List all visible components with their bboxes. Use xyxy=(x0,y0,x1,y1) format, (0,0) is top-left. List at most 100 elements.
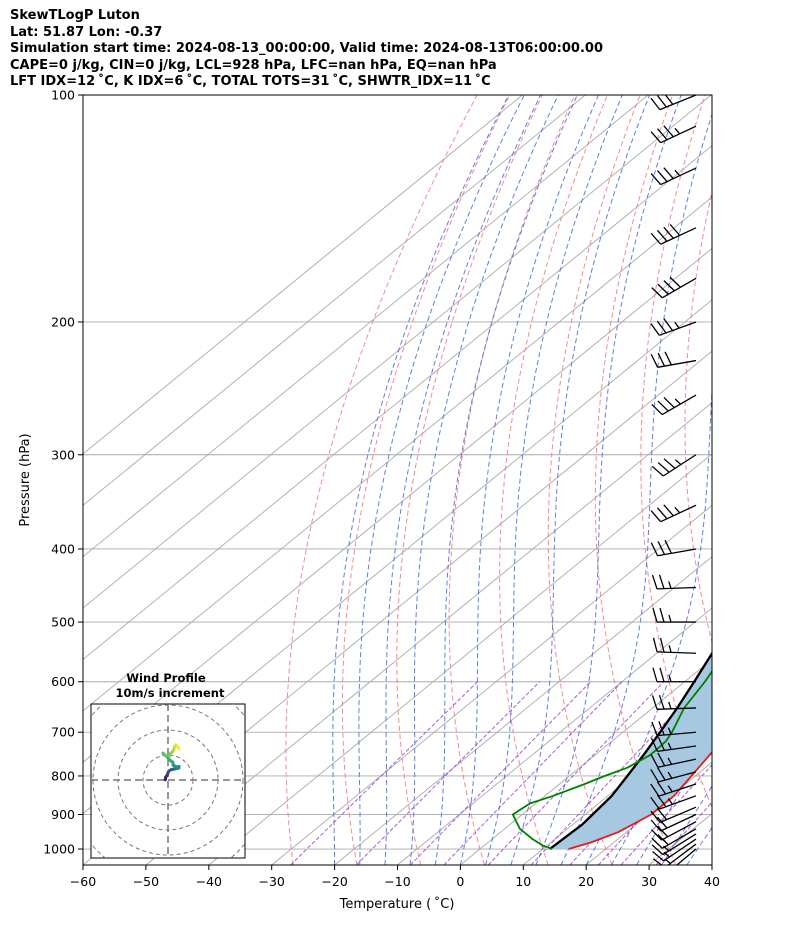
dry-adiabat-line xyxy=(684,189,712,644)
wind-barb-half-flag xyxy=(667,757,673,765)
wind-barb-half-flag xyxy=(668,674,672,682)
simulation-times: Simulation start time: 2024-08-13_00:00:… xyxy=(10,41,603,56)
wind-barb-flag xyxy=(651,837,663,849)
wind-barb-flag xyxy=(651,287,663,299)
wind-barb-flag xyxy=(663,280,675,292)
wind-barb xyxy=(650,125,697,144)
isotherm-line xyxy=(83,95,586,506)
dry-adiabat-line xyxy=(448,95,576,865)
isotherm-line xyxy=(397,607,712,865)
dewpoint-line xyxy=(511,669,712,850)
wind-barb-staff xyxy=(657,651,697,654)
wind-barb-flag xyxy=(651,465,664,477)
isotherm-line xyxy=(83,145,712,661)
wind-barb-staff xyxy=(659,95,697,111)
moist-adiabat-line xyxy=(711,864,712,865)
chart-header: SkewTLogP Luton Lat: 51.87 Lon: -0.37 Si… xyxy=(10,8,603,91)
wind-barb-flag xyxy=(650,131,662,144)
wind-barb-flag xyxy=(651,695,658,710)
dry-adiabat-line xyxy=(640,95,712,808)
wind-barb-flag xyxy=(659,607,665,623)
x-tick-label: −20 xyxy=(321,874,347,889)
wind-barb-flag xyxy=(656,807,668,821)
wind-barb-flag xyxy=(652,637,658,653)
wind-barb xyxy=(651,574,697,590)
wind-barb xyxy=(650,781,697,797)
wind-barb xyxy=(652,637,697,654)
wind-barb-flag xyxy=(650,173,662,185)
wind-barb-flag xyxy=(663,167,674,180)
wind-barb-flag xyxy=(656,816,668,829)
moist-adiabat-line xyxy=(535,95,682,865)
wind-barb-flag xyxy=(657,752,666,767)
moist-adiabat-line xyxy=(358,95,525,865)
wind-barb-flag xyxy=(652,607,658,623)
y-axis-title: Pressure (hPa) xyxy=(18,433,33,526)
dry-adiabat-line xyxy=(499,95,608,865)
wind-barb xyxy=(650,539,697,557)
isotherm-line xyxy=(711,864,712,865)
wind-barb xyxy=(652,838,697,862)
wind-barb-flag xyxy=(663,458,676,469)
wind-barb-staff xyxy=(660,813,697,832)
wind-barb-staff xyxy=(661,394,697,416)
wind-barb-flag xyxy=(657,541,666,555)
wind-barb-flag xyxy=(664,95,674,105)
wind-barb-flag xyxy=(654,866,666,874)
x-tick-label: 0 xyxy=(456,874,464,889)
axes: −60 −50 −40 −30 −20 −10 0 10 20 30 40 1000 900 800 700… xyxy=(43,88,720,890)
wind-barb-flag xyxy=(659,637,665,653)
dry-adiabat-line xyxy=(728,95,794,865)
wind-barb-flag xyxy=(657,825,669,838)
wind-barb-flag xyxy=(664,539,672,554)
wind-barb-flag xyxy=(651,403,663,416)
wind-barb xyxy=(650,504,697,523)
dry-adiabat-line xyxy=(547,95,641,865)
y-tick-label: 200 xyxy=(51,314,75,329)
dry-adiabat-line xyxy=(285,95,478,865)
isotherm-line xyxy=(271,504,712,865)
hodograph-subtitle: 10m/s increment xyxy=(116,686,225,700)
wind-barb-flag xyxy=(656,170,668,183)
wind-barb-half-flag xyxy=(668,645,672,653)
x-tick-label: 40 xyxy=(704,874,720,889)
wind-barb-flag xyxy=(650,810,661,823)
wind-barb-half-flag xyxy=(674,506,681,514)
hodograph-title: Wind Profile xyxy=(126,671,206,685)
x-tick-label: 10 xyxy=(515,874,531,889)
wind-barb xyxy=(651,721,697,737)
wind-barb-flag xyxy=(656,229,668,242)
mixing-ratio-line xyxy=(355,681,541,865)
wind-barb xyxy=(654,848,697,874)
wind-barb-flag xyxy=(658,695,665,710)
wind-barb xyxy=(650,767,697,783)
wind-barb-half-flag xyxy=(668,701,672,710)
hodograph-inset: Wind Profile 10m/s increment xyxy=(90,671,246,859)
wind-barb-staff xyxy=(661,277,697,299)
stability-indices: LFT IDX=12 ˚C, K IDX=6 ˚C, TOTAL TOTS=31… xyxy=(10,74,491,89)
wind-barb-flag xyxy=(658,721,665,736)
hodograph-plot xyxy=(91,704,245,858)
wind-barb-half-flag xyxy=(667,771,673,779)
wind-barb-flag xyxy=(657,352,666,367)
wind-barb-flag xyxy=(663,318,674,331)
wind-barb xyxy=(651,695,697,710)
wind-barb xyxy=(650,167,697,186)
wind-barb-flag xyxy=(663,125,674,138)
x-tick-label: −60 xyxy=(70,874,96,889)
instability-indices: CAPE=0 j/kg, CIN=0 j/kg, LCL=928 hPa, LF… xyxy=(10,57,497,73)
x-tick-label: −10 xyxy=(384,874,410,889)
wind-barb xyxy=(651,454,697,477)
wind-barb-half-flag xyxy=(674,321,680,329)
wind-barb xyxy=(650,736,697,753)
wind-barb xyxy=(651,276,697,299)
wind-barb-flag xyxy=(650,754,659,768)
wind-barb-staff xyxy=(662,454,697,477)
wind-barb-flag xyxy=(663,226,674,239)
x-tick-label: 20 xyxy=(578,874,594,889)
y-tick-label: 100 xyxy=(51,88,75,103)
isotherm-line xyxy=(83,95,523,455)
wind-barb-staff xyxy=(659,321,697,336)
wind-barb-staff xyxy=(661,828,697,849)
